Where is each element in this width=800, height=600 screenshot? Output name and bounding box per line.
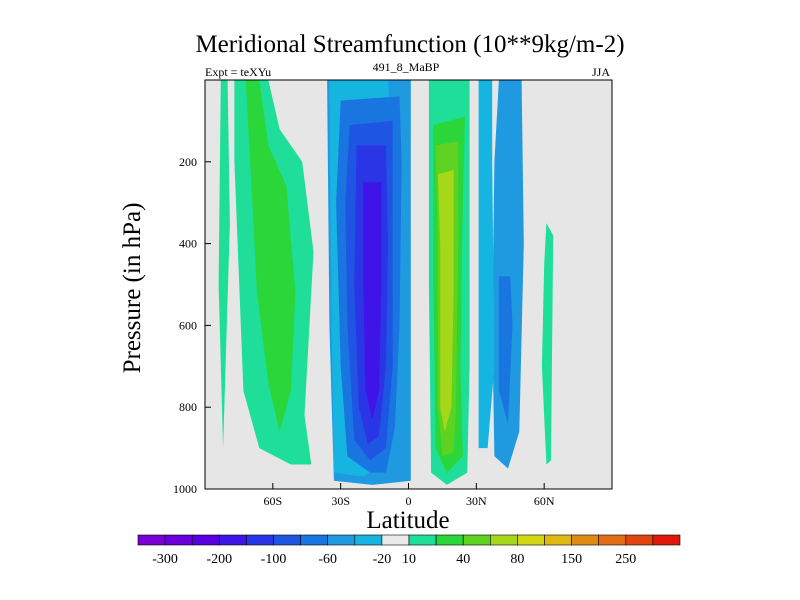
season-label: JJA [592,65,610,79]
colorbar-box [462,534,491,546]
colorbar-box [137,534,166,546]
colorbar-label: 10 [402,552,416,567]
contour-region-16 [541,223,554,465]
contour-region-14 [478,80,495,449]
colorbar-box [300,534,329,546]
colorbar-box [408,534,437,546]
colorbar-label: -200 [206,552,232,567]
contour-region-15 [498,276,513,424]
x-tick-label: 30S [331,494,350,508]
colorbar-label: -100 [261,552,287,567]
x-tick-label: 60S [263,494,282,508]
colorbar-label: -20 [373,552,392,567]
colorbar-box [571,534,599,546]
colorbar-box [652,534,681,546]
plot-area: 200 400 600 800 1000 60S 30S 0 30N 60N [173,79,613,508]
x-tick-label: 30N [466,494,487,508]
colorbar-box [435,534,464,546]
y-tick-label: 800 [179,400,197,414]
colorbar-box [327,534,356,546]
y-axis-title: Pressure (in hPa) [119,203,146,374]
colorbar-label: 150 [561,552,582,567]
y-tick-label: 400 [179,237,197,251]
colorbar: -300 -200 -100 -60 -20 10 40 80 150 250 [137,534,681,567]
y-axis: 200 400 600 800 1000 [173,155,211,496]
colorbar-label: -300 [152,552,178,567]
run-label: 491_8_MaBP [373,60,440,74]
contour-region-12 [437,170,454,432]
colorbar-box [273,534,301,546]
colorbar-box [381,534,410,546]
colorbar-box [164,534,193,546]
y-tick-label: 1000 [173,482,197,496]
colorbar-box [191,534,220,546]
x-axis-title: Latitude [366,507,449,534]
colorbar-box [246,534,274,546]
experiment-label: Expt = teXYu [205,65,271,79]
x-tick-label: 0 [406,494,412,508]
contour-region-1 [245,80,296,432]
colorbar-box [598,534,627,546]
colorbar-box [625,534,654,546]
colorbar-label: -60 [318,552,337,567]
colorbar-box [219,534,247,546]
contour-region-2 [218,80,230,449]
colorbar-box [544,534,572,546]
contour-fills [218,80,554,485]
x-axis: 60S 30S 0 30N 60N [263,483,555,508]
colorbar-box [517,534,545,546]
y-tick-label: 600 [179,318,197,332]
colorbar-box [354,534,383,546]
x-tick-label: 60N [534,494,555,508]
colorbar-label: 250 [615,552,636,567]
colorbar-label: 80 [510,552,524,567]
colorbar-label: 40 [456,552,470,567]
chart-title: Meridional Streamfunction (10**9kg/m-2) [195,31,624,58]
colorbar-box [489,534,518,546]
y-tick-label: 200 [179,155,197,169]
contour-region-8 [363,182,382,420]
